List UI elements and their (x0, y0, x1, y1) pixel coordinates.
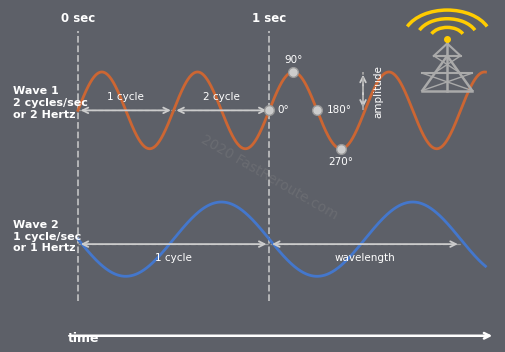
Text: wavelength: wavelength (334, 253, 394, 263)
Text: 0 sec: 0 sec (61, 12, 95, 25)
Text: Wave 1
2 cycles/sec
or 2 Hertz: Wave 1 2 cycles/sec or 2 Hertz (13, 86, 87, 120)
Text: 1 cycle: 1 cycle (155, 253, 192, 263)
Text: 90°: 90° (283, 55, 302, 64)
Text: 270°: 270° (328, 157, 353, 168)
Text: time: time (68, 332, 99, 345)
Text: amplitude: amplitude (373, 65, 383, 118)
Text: 2 cycle: 2 cycle (203, 92, 239, 102)
Text: 1 sec: 1 sec (251, 12, 286, 25)
Text: 180°: 180° (326, 105, 351, 115)
Text: 0°: 0° (276, 105, 288, 115)
Text: Wave 2
1 cycle/sec
or 1 Hertz: Wave 2 1 cycle/sec or 1 Hertz (13, 220, 81, 253)
Text: 2020 FastReroute.com: 2020 FastReroute.com (198, 132, 339, 222)
Text: 1 cycle: 1 cycle (107, 92, 144, 102)
